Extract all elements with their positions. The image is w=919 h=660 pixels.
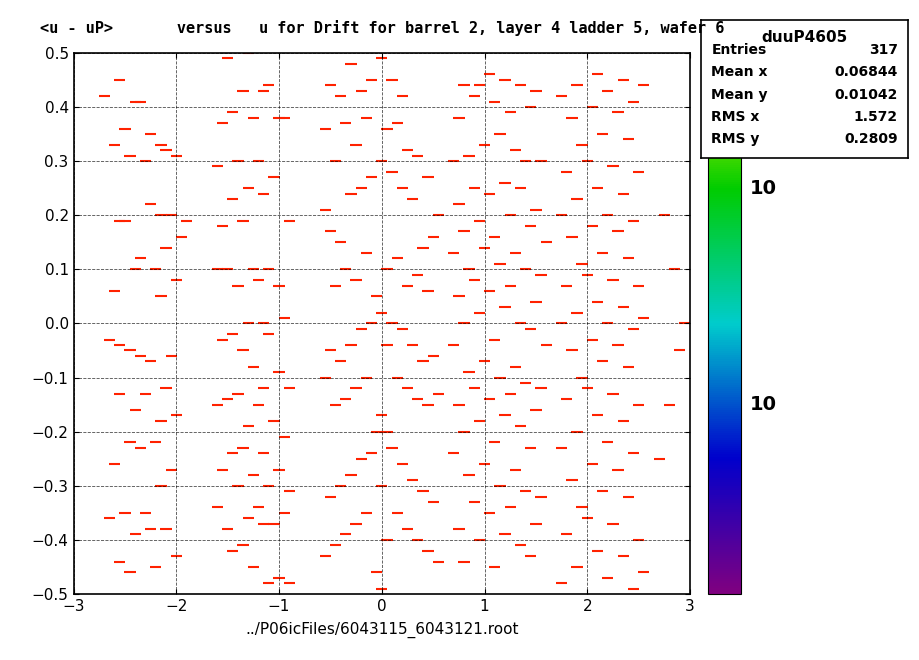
- Text: RMS y: RMS y: [710, 132, 759, 146]
- Text: Mean x: Mean x: [710, 65, 767, 79]
- Text: Entries: Entries: [710, 44, 766, 57]
- Text: <u - uP>       versus   u for Drift for barrel 2, layer 4 ladder 5, wafer 6: <u - uP> versus u for Drift for barrel 2…: [40, 20, 723, 36]
- Text: RMS x: RMS x: [710, 110, 759, 124]
- Text: 10: 10: [749, 179, 776, 197]
- Text: 0.2809: 0.2809: [843, 132, 897, 146]
- Text: duuP4605: duuP4605: [761, 30, 846, 44]
- Text: Mean y: Mean y: [710, 88, 767, 102]
- Text: 0.01042: 0.01042: [834, 88, 897, 102]
- Text: 10: 10: [749, 395, 776, 414]
- Text: 317: 317: [868, 44, 897, 57]
- X-axis label: ../P06icFiles/6043115_6043121.root: ../P06icFiles/6043115_6043121.root: [244, 622, 518, 638]
- Text: 1.572: 1.572: [853, 110, 897, 124]
- Text: 0.06844: 0.06844: [834, 65, 897, 79]
